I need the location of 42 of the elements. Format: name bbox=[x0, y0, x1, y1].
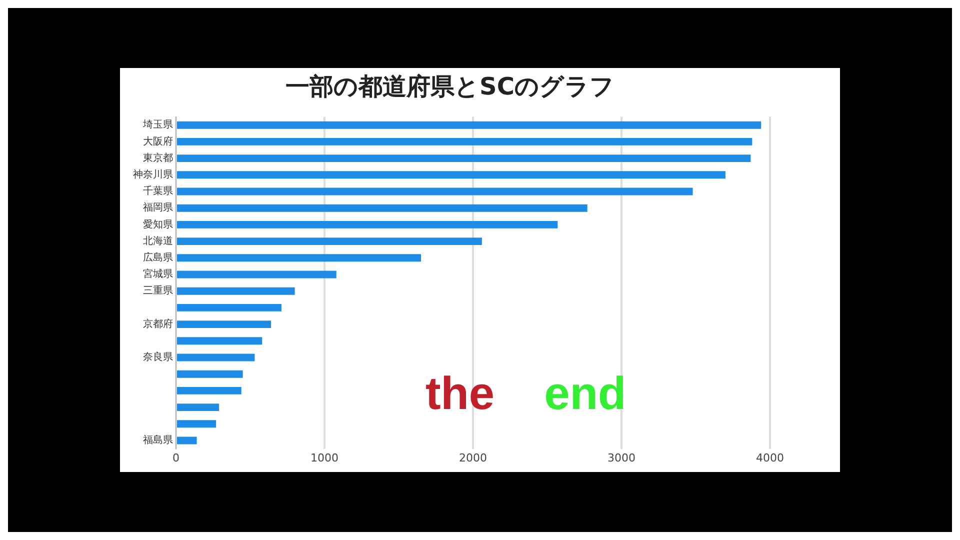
y-tick-label: 京都府 bbox=[143, 318, 173, 330]
y-tick-label: 奈良県 bbox=[143, 351, 173, 364]
bar bbox=[177, 420, 216, 428]
annotation: the bbox=[425, 366, 494, 419]
y-tick-label: 神奈川県 bbox=[133, 168, 173, 180]
x-tick-label: 4000 bbox=[756, 451, 784, 464]
y-tick-label: 埼玉県 bbox=[142, 118, 173, 131]
bar bbox=[177, 220, 558, 228]
y-tick-label: 千葉県 bbox=[143, 185, 173, 198]
bar bbox=[177, 204, 588, 212]
annotation: end bbox=[544, 366, 626, 419]
y-tick-label: 福島県 bbox=[143, 434, 173, 446]
bar bbox=[177, 138, 752, 146]
bar bbox=[177, 188, 693, 196]
y-tick-label: 北海道 bbox=[143, 234, 173, 247]
bar bbox=[177, 354, 255, 362]
bar bbox=[177, 121, 762, 129]
y-tick-label: 大阪府 bbox=[143, 135, 173, 148]
y-tick-label: 東京都 bbox=[143, 152, 173, 164]
x-tick-label: 1000 bbox=[310, 451, 338, 464]
bar bbox=[177, 304, 282, 312]
bar bbox=[177, 337, 262, 345]
chart-title: 一部の都道府県とSCのグラフ bbox=[286, 72, 614, 101]
x-tick-label: 3000 bbox=[608, 451, 636, 464]
bar bbox=[177, 287, 295, 295]
bar bbox=[177, 154, 751, 162]
y-tick-label: 三重県 bbox=[143, 284, 173, 297]
bar bbox=[177, 386, 242, 394]
x-tick-label: 2000 bbox=[459, 451, 487, 464]
y-tick-label: 愛知県 bbox=[143, 218, 173, 230]
x-tick-label: 0 bbox=[172, 451, 180, 464]
y-tick-label: 広島県 bbox=[143, 251, 173, 264]
bar bbox=[177, 320, 272, 328]
bar bbox=[177, 238, 482, 246]
bar bbox=[177, 370, 243, 378]
bar bbox=[177, 254, 422, 262]
bar bbox=[177, 436, 197, 444]
y-tick-label: 宮城県 bbox=[143, 268, 173, 280]
bar bbox=[177, 404, 220, 412]
y-tick-label: 福岡県 bbox=[143, 202, 173, 214]
bar bbox=[177, 171, 726, 179]
bar bbox=[177, 270, 336, 278]
